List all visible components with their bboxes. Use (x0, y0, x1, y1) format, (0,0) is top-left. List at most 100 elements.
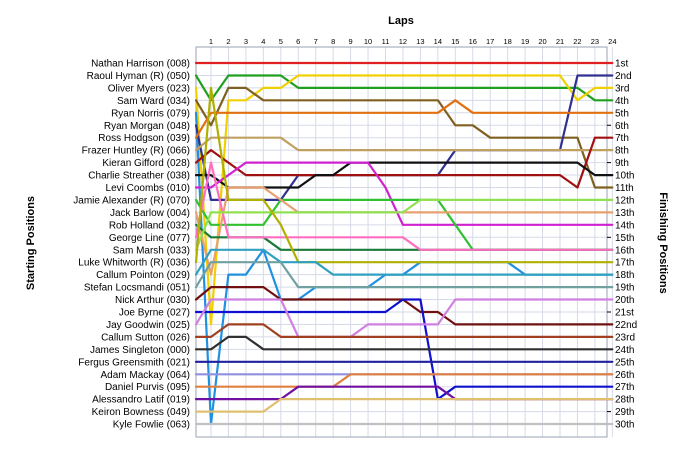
lap-tick-labels: 1 2 3 4 5 6 7 8 9 10 11 12 13 14 15 16 17 18 19 20 21 22 23 24 (209, 37, 617, 46)
series-line (194, 136, 614, 152)
series-line (194, 335, 614, 351)
starting-position-label: Jack Barlow (004) (110, 208, 190, 219)
finishing-position-label: 27th (615, 382, 634, 393)
starting-position-label: Ryan Norris (079) (111, 108, 190, 119)
finishing-position-label: 2nd (615, 71, 632, 82)
lap-tick-label: 18 (503, 37, 511, 46)
lap-tick-label: 1 (209, 37, 213, 46)
finishing-position-label: 10th (615, 171, 634, 182)
lap-tick-label: 23 (591, 37, 599, 46)
lap-tick-label: 20 (538, 37, 546, 46)
starting-position-label: Alessandro Latif (019) (92, 395, 190, 406)
finishing-position-label: 7th (615, 133, 629, 144)
finishing-position-label: 19th (615, 283, 634, 294)
lap-tick-label: 4 (261, 37, 265, 46)
series-line (194, 161, 614, 251)
starting-position-label: Luke Whitworth (R) (036) (78, 258, 190, 269)
starting-position-label: Jamie Alexander (R) (070) (73, 195, 190, 206)
starting-position-label: Callum Sutton (026) (101, 332, 190, 343)
starting-position-label: Frazer Huntley (R) (066) (82, 146, 190, 157)
starting-position-label: Daniel Purvis (095) (105, 382, 190, 393)
grid (196, 47, 613, 437)
y-axis-label-left: Starting Positions (25, 196, 37, 290)
starting-position-label: Oliver Myers (023) (108, 83, 190, 94)
series-line (194, 161, 614, 226)
series-line (194, 86, 614, 189)
lap-tick-label: 24 (608, 37, 616, 46)
starting-position-label: Kyle Fowlie (063) (113, 420, 190, 431)
lap-tick-label: 16 (469, 37, 477, 46)
starting-position-label: Joe Byrne (027) (119, 308, 190, 319)
starting-position-label: Keiron Bowness (049) (92, 407, 190, 418)
finishing-position-label: 8th (615, 146, 629, 157)
finishing-position-label: 29th (615, 407, 634, 418)
starting-position-label: Sam Ward (034) (117, 96, 190, 107)
finishing-position-label: 16th (615, 245, 634, 256)
finishing-position-label: 13th (615, 208, 634, 219)
series-line (194, 373, 614, 388)
y-axis-label-right: Finishing Positions (657, 192, 669, 293)
lap-tick-label: 8 (331, 37, 335, 46)
lap-tick-label: 2 (226, 37, 230, 46)
finishing-position-label: 18th (615, 270, 634, 281)
finishing-position-label: 25th (615, 357, 634, 368)
series-line (194, 261, 614, 289)
starting-position-label: James Singleton (000) (90, 345, 190, 356)
series-line (194, 398, 614, 413)
starting-position-label: Kieran Gifford (028) (102, 158, 190, 169)
plot-frame (195, 46, 608, 438)
series-line (194, 323, 614, 338)
lap-tick-label: 6 (296, 37, 300, 46)
lap-tick-label: 14 (434, 37, 442, 46)
finishing-position-label: 17th (615, 258, 634, 269)
starting-position-label: Rob Holland (032) (109, 220, 190, 231)
finishing-position-label: 4th (615, 96, 629, 107)
starting-position-label: Ross Hodgson (039) (98, 133, 190, 144)
finishing-position-label: 20th (615, 295, 634, 306)
lap-tick-label: 21 (556, 37, 564, 46)
starting-position-label: Nick Arthur (030) (115, 295, 190, 306)
starting-position-label: Levi Coombs (010) (106, 183, 190, 194)
series-line (194, 385, 614, 401)
starting-position-labels: Nathan Harrison (008)Raoul Hyman (R) (05… (73, 59, 190, 431)
lap-tick-label: 9 (349, 37, 353, 46)
finishing-position-label: 3rd (615, 83, 629, 94)
starting-position-label: Adam Mackay (064) (101, 370, 190, 381)
finishing-position-label: 1st (615, 59, 629, 70)
plot-border (195, 46, 608, 438)
lap-tick-label: 11 (382, 37, 390, 46)
finishing-position-label: 15th (615, 233, 634, 244)
finishing-position-label: 21st (615, 308, 634, 319)
series-line (194, 111, 614, 426)
series-line (194, 74, 614, 102)
finishing-position-label: 11th (615, 183, 634, 194)
series-line (194, 248, 614, 276)
lap-tick-label: 10 (364, 37, 372, 46)
starting-position-label: George Line (077) (109, 233, 190, 244)
starting-position-label: Charlie Streather (038) (88, 171, 190, 182)
lap-tick-label: 22 (573, 37, 581, 46)
lap-tick-label: 19 (521, 37, 529, 46)
starting-position-label: Raoul Hyman (R) (050) (87, 71, 190, 82)
finishing-position-label: 30th (615, 420, 634, 431)
series-line (194, 298, 614, 338)
starting-position-label: Jay Goodwin (025) (106, 320, 190, 331)
finishing-position-label: 9th (615, 158, 629, 169)
finishing-position-label: 26th (615, 370, 634, 381)
finishing-position-label: 14th (615, 220, 634, 231)
starting-position-label: Ryan Morgan (048) (104, 121, 190, 132)
series-line (194, 86, 614, 264)
series-line (194, 136, 614, 189)
series-lines (194, 61, 614, 426)
starting-position-label: Stefan Locsmandi (051) (84, 283, 190, 294)
starting-position-label: Nathan Harrison (008) (91, 59, 190, 70)
chart-title: Laps (388, 15, 414, 27)
lap-tick-label: 15 (451, 37, 459, 46)
series-line (194, 286, 614, 326)
starting-position-label: Sam Marsh (033) (113, 245, 190, 256)
series-line (194, 74, 614, 326)
starting-position-label: Fergus Greensmith (021) (78, 357, 190, 368)
finishing-position-label: 12th (615, 195, 634, 206)
